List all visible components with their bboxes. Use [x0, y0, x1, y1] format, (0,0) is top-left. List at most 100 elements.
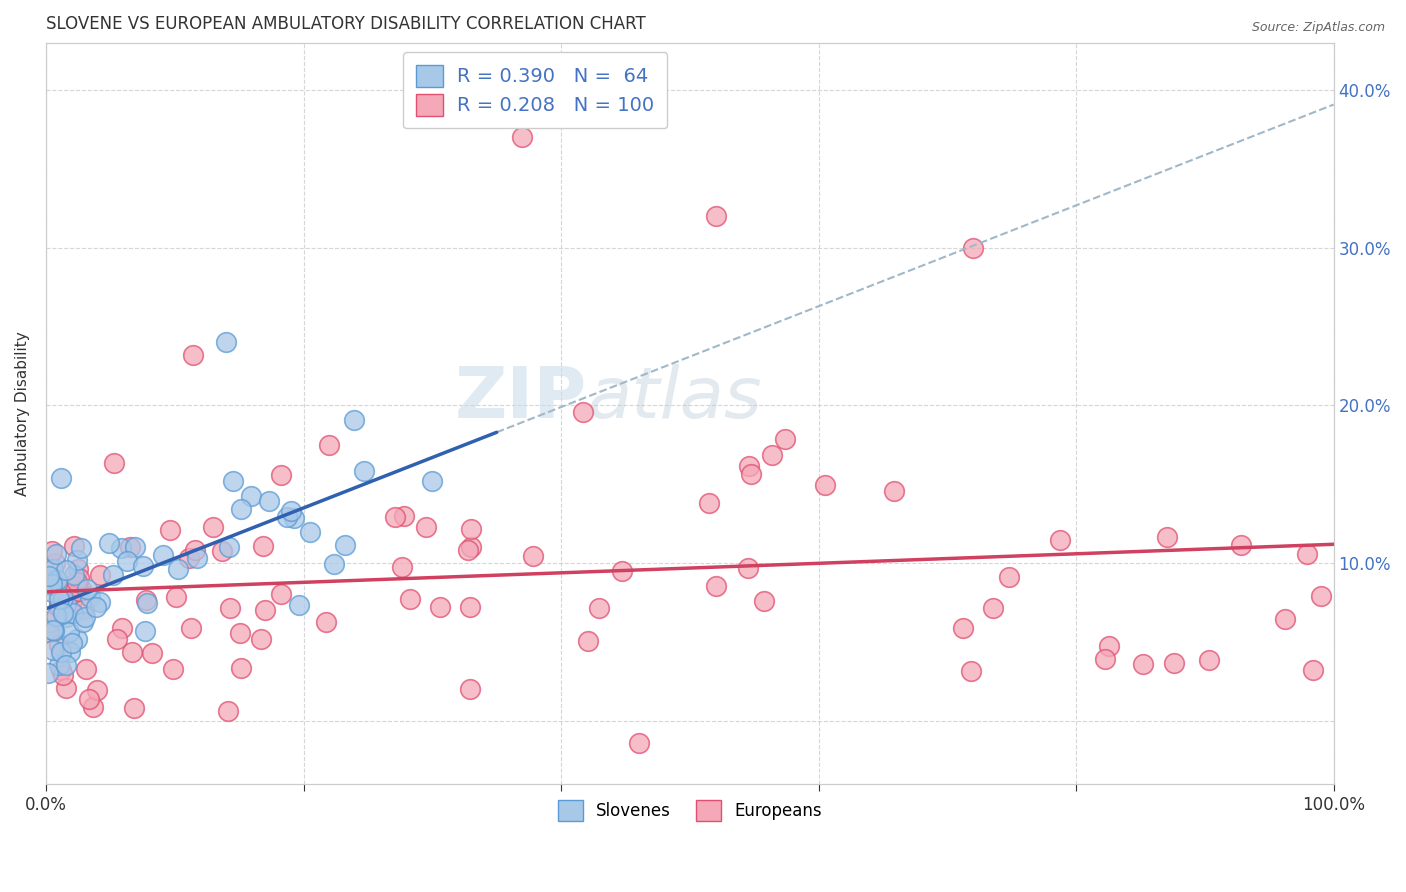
Point: [121, 645, 143, 659]
Point: [38, 615, 60, 630]
Point: [82, 700, 104, 714]
Point: [124, 541, 146, 555]
Point: [1094, 652, 1116, 666]
Point: [460, 541, 482, 555]
Point: [63, 539, 86, 553]
Point: [612, 564, 634, 578]
Point: [299, 525, 322, 540]
Point: [1230, 538, 1253, 552]
Point: [1156, 530, 1178, 544]
Point: [48, 599, 70, 614]
Point: [249, 632, 271, 647]
Point: [697, 496, 720, 510]
Point: [111, 621, 134, 635]
Point: [458, 681, 481, 696]
Point: [77, 692, 100, 706]
Point: [177, 550, 200, 565]
Point: [217, 705, 239, 719]
Point: [38, 574, 60, 589]
Point: [952, 621, 974, 635]
Point: [70, 582, 93, 597]
Point: [270, 468, 292, 483]
Point: [41, 577, 63, 591]
Point: [183, 348, 205, 362]
Point: [52, 668, 75, 682]
Text: atlas: atlas: [586, 364, 762, 433]
Point: [761, 449, 783, 463]
Point: [315, 615, 337, 629]
Point: [215, 335, 238, 350]
Point: [67, 584, 90, 599]
Point: [184, 543, 207, 558]
Point: [211, 544, 233, 558]
Point: [322, 557, 344, 571]
Point: [75, 610, 97, 624]
Point: [55, 564, 77, 578]
Point: [1098, 639, 1121, 653]
Point: [420, 474, 443, 488]
Point: [41, 574, 63, 588]
Point: [62, 606, 84, 620]
Point: [60, 594, 83, 608]
Point: [110, 541, 132, 555]
Point: [60, 635, 83, 649]
Point: [283, 511, 305, 525]
Point: [38, 624, 60, 639]
Point: [576, 634, 599, 648]
Point: [231, 660, 253, 674]
Point: [45, 609, 67, 624]
Point: [458, 600, 481, 615]
Point: [814, 478, 837, 492]
Point: [773, 432, 796, 446]
Point: [353, 464, 375, 478]
Point: [131, 559, 153, 574]
Point: [257, 494, 280, 508]
Point: [962, 241, 984, 255]
Point: [219, 601, 242, 615]
Y-axis label: Ambulatory Disability: Ambulatory Disability: [15, 331, 30, 496]
Point: [42, 624, 65, 638]
Point: [42, 643, 65, 657]
Point: [45, 548, 67, 562]
Point: [1163, 657, 1185, 671]
Point: [38, 578, 60, 592]
Point: [118, 540, 141, 554]
Point: [103, 567, 125, 582]
Point: [1049, 533, 1071, 547]
Point: [37, 666, 59, 681]
Point: [134, 624, 156, 638]
Point: [218, 541, 240, 555]
Point: [288, 599, 311, 613]
Point: [55, 681, 77, 695]
Point: [55, 658, 77, 673]
Point: [704, 579, 727, 593]
Legend: Slovenes, Europeans: Slovenes, Europeans: [551, 794, 828, 827]
Point: [222, 474, 245, 488]
Point: [52, 606, 75, 620]
Point: [89, 594, 111, 608]
Text: Source: ZipAtlas.com: Source: ZipAtlas.com: [1251, 21, 1385, 34]
Point: [51, 663, 73, 677]
Point: [115, 554, 138, 568]
Point: [66, 632, 89, 646]
Point: [67, 571, 90, 585]
Point: [79, 590, 101, 604]
Point: [740, 467, 762, 482]
Point: [1302, 663, 1324, 677]
Point: [704, 209, 727, 223]
Point: [72, 615, 94, 629]
Point: [572, 405, 595, 419]
Point: [75, 662, 97, 676]
Point: [457, 542, 479, 557]
Point: [66, 553, 89, 567]
Point: [1295, 547, 1317, 561]
Point: [103, 456, 125, 470]
Point: [252, 539, 274, 553]
Point: [159, 523, 181, 537]
Point: [73, 602, 96, 616]
Point: [627, 736, 650, 750]
Point: [202, 520, 225, 534]
Point: [522, 549, 544, 564]
Point: [231, 502, 253, 516]
Point: [254, 603, 277, 617]
